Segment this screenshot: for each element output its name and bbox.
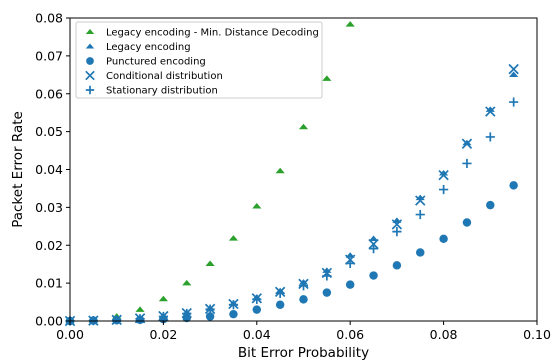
data-point	[462, 139, 472, 146]
data-point	[509, 181, 518, 190]
legend-entry: Punctured encoding	[86, 57, 206, 68]
data-point	[416, 248, 425, 257]
y-tick-label: 0.05	[35, 124, 63, 139]
data-point	[205, 304, 215, 314]
data-point	[462, 218, 472, 227]
data-point	[345, 280, 355, 289]
legend-entry: Stationary distribution	[85, 85, 218, 97]
x-tick-label: 0.08	[430, 327, 458, 342]
data-point	[298, 281, 309, 291]
data-point	[439, 184, 449, 195]
data-point	[392, 227, 402, 237]
data-marks	[64, 21, 519, 327]
data-point	[368, 244, 379, 254]
data-point	[322, 75, 332, 81]
data-point	[509, 97, 519, 107]
y-tick-label: 0.07	[35, 48, 63, 63]
data-point	[486, 200, 495, 210]
data-point	[182, 308, 192, 319]
data-point	[415, 209, 425, 220]
series-2	[65, 71, 519, 324]
data-point	[485, 106, 496, 117]
data-point	[438, 169, 449, 181]
y-tick-label: 0.03	[35, 200, 63, 215]
legend-entry: Conditional distribution	[85, 70, 223, 82]
data-point	[368, 235, 379, 242]
data-point	[439, 170, 449, 176]
x-tick-label: 0.10	[523, 327, 551, 342]
data-point	[415, 195, 426, 206]
y-axis-label: Packet Error Rate	[10, 111, 26, 228]
legend-marker	[85, 43, 95, 49]
y-axis: 0.00 0.01 0.02 0.03 0.04 0.05 0.06 0.07 0.08	[35, 11, 70, 329]
data-point	[322, 288, 332, 297]
data-point	[485, 106, 495, 112]
data-point	[112, 315, 122, 325]
data-point	[322, 271, 332, 281]
data-point	[439, 234, 448, 244]
y-tick-label: 0.01	[35, 276, 63, 291]
data-point	[135, 306, 145, 312]
data-point	[508, 63, 519, 75]
y-tick-label: 0.02	[35, 238, 63, 253]
data-point	[229, 309, 238, 319]
legend-label: Stationary distribution	[106, 86, 218, 97]
data-point	[345, 258, 355, 269]
data-point	[205, 312, 215, 321]
x-tick-label: 0.00	[56, 327, 84, 342]
y-tick-label: 0.06	[35, 86, 63, 101]
legend-label: Conditional distribution	[106, 71, 223, 82]
legend-marker	[85, 29, 95, 35]
data-point	[252, 202, 262, 209]
data-point	[298, 123, 309, 130]
data-point	[369, 271, 378, 280]
series-4	[64, 63, 519, 327]
legend-label: Legacy encoding	[106, 42, 191, 53]
data-point	[275, 167, 285, 174]
x-tick-label: 0.02	[149, 327, 177, 342]
data-point	[228, 235, 239, 241]
legend-marker	[86, 57, 94, 65]
y-tick-label: 0.00	[35, 314, 63, 329]
legend: Legacy encoding - Min. Distance Decoding…	[75, 21, 323, 99]
data-point	[205, 260, 215, 267]
y-tick-label: 0.08	[35, 11, 63, 26]
data-point	[275, 300, 285, 309]
y-tick-label: 0.04	[35, 162, 63, 177]
data-point	[509, 71, 519, 78]
data-point	[462, 158, 472, 169]
data-point	[252, 294, 262, 305]
legend-entry: Legacy encoding - Min. Distance Decoding	[85, 28, 319, 39]
data-point	[135, 314, 145, 324]
legend-box	[75, 21, 323, 99]
data-point	[158, 295, 168, 302]
data-point	[158, 311, 168, 322]
data-point	[252, 305, 262, 314]
data-point	[485, 132, 495, 142]
x-axis-label: Bit Error Probability	[238, 345, 369, 360]
data-point	[182, 279, 192, 286]
x-axis: 0.00 0.02 0.04 0.06 0.08 0.10	[56, 321, 551, 342]
data-point	[461, 138, 473, 149]
legend-label: Punctured encoding	[106, 57, 206, 68]
legend-marker	[85, 85, 95, 95]
data-point	[345, 21, 355, 27]
x-tick-label: 0.04	[243, 327, 271, 342]
legend-marker	[85, 70, 95, 81]
series-5	[65, 97, 519, 326]
data-point	[391, 219, 403, 230]
data-point	[228, 300, 239, 310]
data-point	[299, 295, 308, 304]
data-point	[275, 288, 285, 298]
x-tick-label: 0.06	[336, 327, 364, 342]
legend-entry: Legacy encoding	[85, 42, 191, 53]
legend-label: Legacy encoding - Min. Distance Decoding	[106, 28, 319, 39]
data-point	[392, 261, 402, 270]
series-3	[65, 181, 518, 326]
